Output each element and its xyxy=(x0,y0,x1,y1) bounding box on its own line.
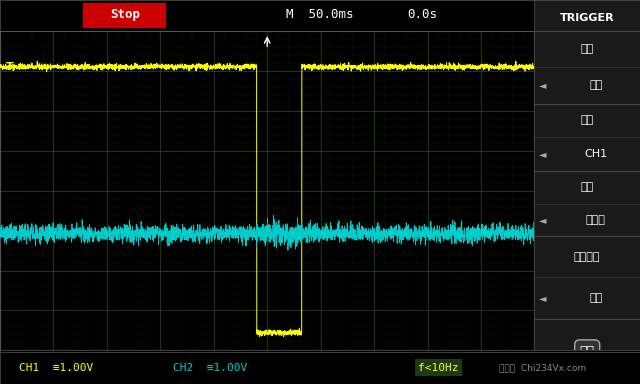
Text: 边沿: 边沿 xyxy=(589,80,602,91)
Text: CH1  ≡1.00V: CH1 ≡1.00V xyxy=(19,363,93,373)
Text: 斜率: 斜率 xyxy=(580,182,594,192)
Text: ◄: ◄ xyxy=(539,293,547,303)
Bar xyxy=(83,3,166,28)
Text: Stop: Stop xyxy=(110,8,140,21)
Text: 信源: 信源 xyxy=(580,116,594,126)
Text: ◄: ◄ xyxy=(539,149,547,159)
Text: M  50.0ms: M 50.0ms xyxy=(286,8,354,21)
Text: TRIGGER: TRIGGER xyxy=(560,13,614,23)
Text: 类型: 类型 xyxy=(580,44,594,54)
Text: 单次: 单次 xyxy=(589,293,602,303)
Text: f<10Hz: f<10Hz xyxy=(418,363,459,373)
Text: CH2  ≡1.00V: CH2 ≡1.00V xyxy=(173,363,247,373)
Text: ◄: ◄ xyxy=(539,215,547,225)
Text: 下降沿: 下降沿 xyxy=(586,215,605,225)
Text: T →: T → xyxy=(6,62,28,72)
Text: 触发方式: 触发方式 xyxy=(574,252,600,262)
Text: 0.0s: 0.0s xyxy=(408,8,437,21)
Text: CH1: CH1 xyxy=(584,149,607,159)
Text: 2 →: 2 → xyxy=(6,228,28,238)
Text: 迅维网  Chi234Vx.com: 迅维网 Chi234Vx.com xyxy=(499,363,586,372)
Text: ◄: ◄ xyxy=(539,80,547,91)
Text: 设置: 设置 xyxy=(580,345,595,358)
